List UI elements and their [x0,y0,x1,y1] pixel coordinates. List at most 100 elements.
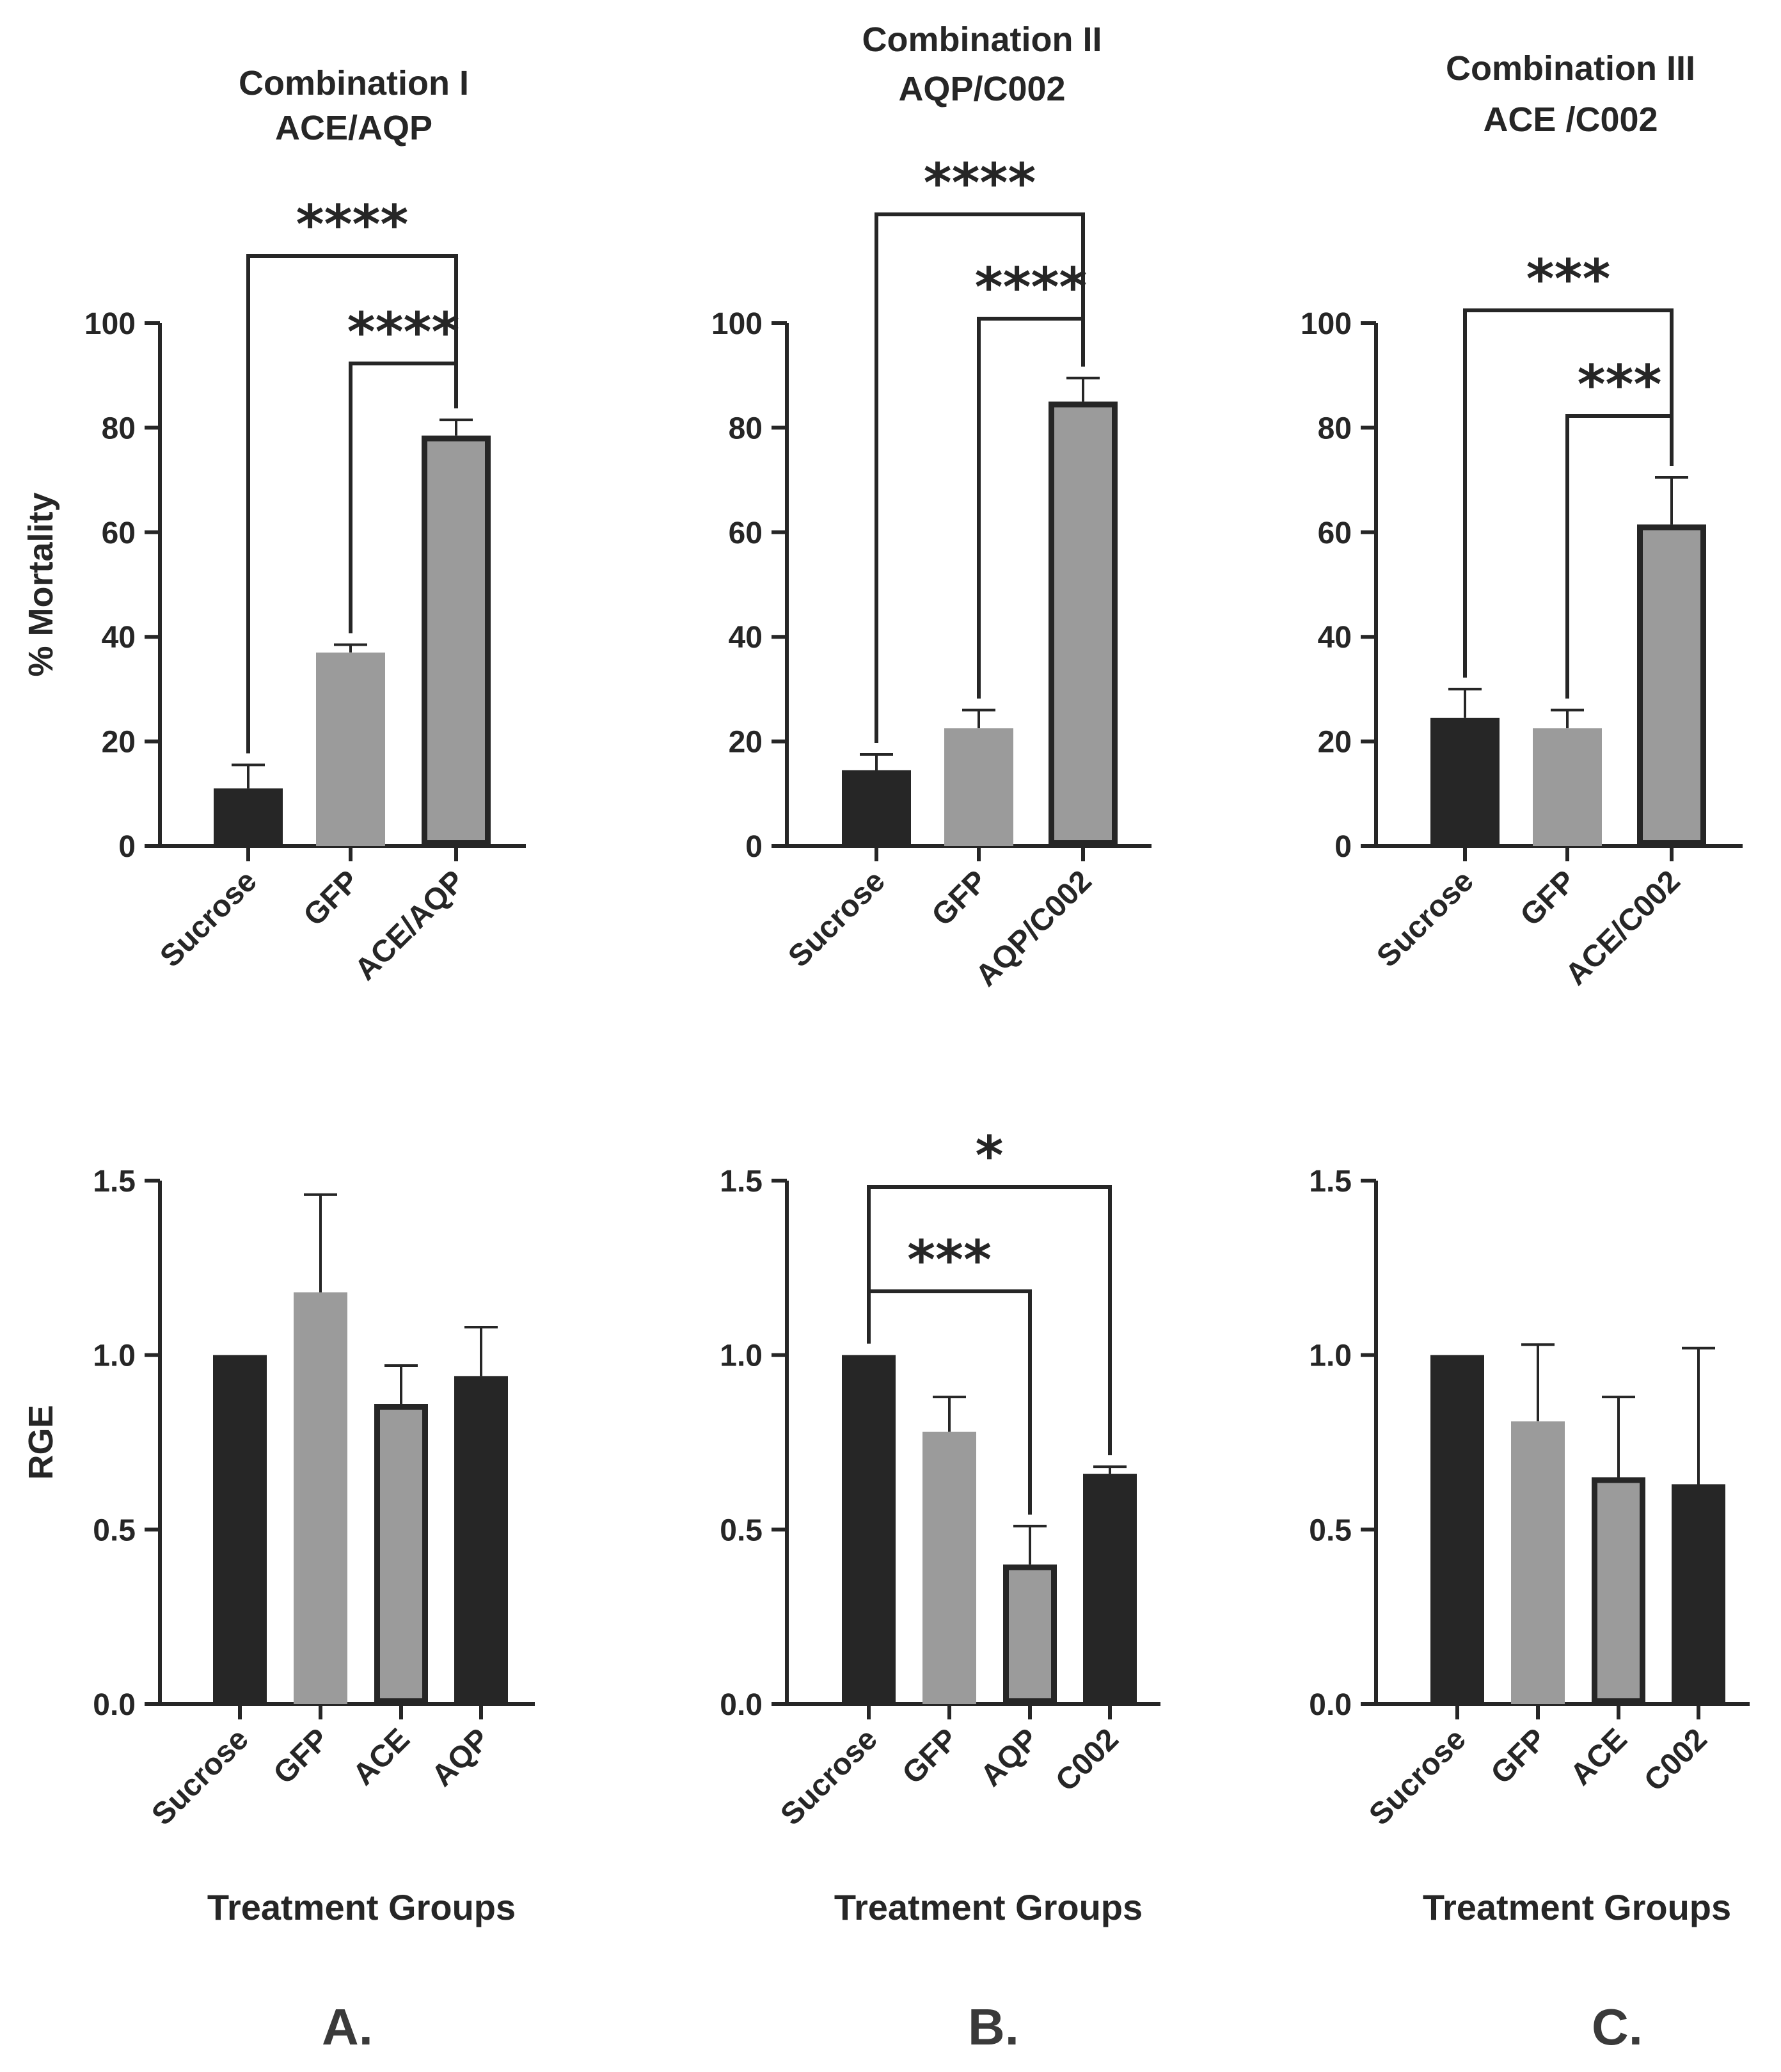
chart-panels: Combination I ACE/AQP 0 20 40 60 80 100 % Mortal… [22,20,1750,1927]
y-tick-label: 0.5 [720,1513,763,1547]
bar-ace [374,1404,428,1705]
bar-c002 [1672,1484,1725,1704]
significance-bracket [1463,308,1674,678]
category-label: Sucrose [145,1722,255,1831]
significance-bracket [875,212,1085,744]
significance-label: *** [1578,353,1662,416]
bar-gfp [1511,1421,1565,1704]
bar-ace [1592,1477,1645,1705]
y-tick-label: 0.0 [93,1688,136,1722]
significance-label: **** [296,193,409,256]
category-label: AQP [425,1722,496,1793]
category-label: ACE/C002 [1559,864,1687,992]
bar-c002 [1083,1474,1137,1704]
category-label: Sucrose [1370,864,1480,973]
category-label: GFP [1514,864,1583,932]
bar-sucrose [1430,717,1500,846]
bar-aqp-c002 [1049,401,1118,846]
y-tick-label: 60 [1318,516,1352,550]
bar-sucrose [1430,1355,1484,1704]
chart-title: ACE/AQP [275,109,432,147]
category-label: C002 [1638,1722,1714,1798]
y-axis-title: % Mortality [22,492,60,676]
y-tick-label: 80 [102,411,136,445]
chart-title: Combination II [862,20,1102,59]
y-tick-label: 0.5 [93,1513,136,1547]
significance-bracket [246,254,458,754]
bar-gfp [294,1292,347,1704]
y-tick-label: 60 [102,516,136,550]
y-tick-label: 0 [745,830,763,864]
bar-ace-c002 [1637,524,1706,846]
significance-label: *** [1526,248,1611,310]
y-tick-label: 1.0 [93,1339,136,1373]
bar-gfp [922,1431,976,1704]
chart-A-rge: 0.0 0.5 1.0 1.5 RGE Sucrose GFP ACE AQP Treatment… [22,1165,535,1927]
panel-letter-a: A. [322,1998,373,2055]
y-tick-label: 40 [729,621,763,655]
significance-bracket [977,317,1085,699]
category-label: GFP [267,1722,336,1790]
y-tick-label: 80 [729,411,763,445]
y-tick-label: 1.5 [93,1165,136,1199]
bar-sucrose [214,788,283,846]
y-tick-label: 0 [1334,830,1352,864]
y-tick-label: 80 [1318,411,1352,445]
significance-label: **** [924,152,1036,214]
y-tick-label: 20 [1318,726,1352,760]
bar-gfp [316,652,385,846]
chart-title: ACE /C002 [1483,100,1658,139]
category-label: GFP [1485,1722,1553,1790]
category-label: GFP [896,1722,965,1790]
category-label: GFP [926,864,994,932]
bar-gfp [1533,728,1602,846]
chart-title: Combination I [239,64,469,102]
panel-letter-b: B. [968,1998,1019,2055]
bar-sucrose [213,1355,267,1704]
chart-title: Combination III [1446,49,1695,88]
category-label: Sucrose [774,1722,883,1831]
y-tick-label: 100 [1301,307,1352,341]
chart-C-mortality: Combination III ACE /C002 0 20 40 60 80 100 Sucr… [1301,49,1743,992]
chart-title: AQP/C002 [898,70,1065,108]
y-tick-label: 0.0 [1309,1688,1352,1722]
y-tick-label: 1.5 [1309,1165,1352,1199]
bar-aqp [454,1376,508,1704]
y-tick-label: 0.0 [720,1688,763,1722]
panel-letter-c: C. [1592,1998,1643,2055]
y-tick-label: 1.0 [720,1339,763,1373]
category-label: Sucrose [1363,1722,1472,1831]
bar-sucrose [842,770,911,846]
panel-letters: A. B. C. [322,1998,1643,2055]
chart-C-rge: 0.0 0.5 1.0 1.5 Sucrose GFP ACE C002 Treatment G… [1309,1165,1750,1927]
chart-A-mortality: Combination I ACE/AQP 0 20 40 60 80 100 % Mortal… [22,64,526,987]
x-axis-title: Treatment Groups [1423,1887,1731,1927]
significance-label: * [976,1124,1004,1187]
y-tick-label: 100 [711,307,763,341]
x-axis-title: Treatment Groups [834,1887,1143,1927]
significance-bracket [1565,414,1674,699]
significance-label: **** [347,301,460,363]
y-tick-label: 0 [118,830,136,864]
significance-bracket [349,362,458,634]
category-label: GFP [297,864,366,932]
chart-B-mortality: Combination II AQP/C002 0 20 40 60 80 100 Sucros… [711,20,1152,993]
y-tick-label: 0.5 [1309,1513,1352,1547]
category-label: ACE [347,1722,416,1792]
y-tick-label: 100 [84,307,136,341]
category-label: Sucrose [782,864,891,973]
y-tick-label: 40 [102,621,136,655]
significance-bracket [867,1185,1112,1456]
category-label: ACE/AQP [349,864,471,987]
significance-label: *** [907,1229,992,1291]
significance-bracket [867,1289,1032,1515]
y-tick-label: 20 [102,726,136,760]
y-tick-label: 20 [729,726,763,760]
y-tick-label: 1.5 [720,1165,763,1199]
bar-sucrose [842,1355,896,1704]
x-axis-title: Treatment Groups [207,1887,516,1927]
bar-aqp [1003,1564,1057,1705]
category-label: Sucrose [154,864,263,973]
